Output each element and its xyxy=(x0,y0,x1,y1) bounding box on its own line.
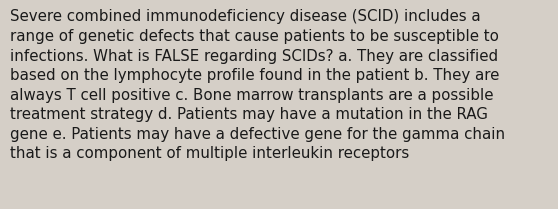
Text: Severe combined immunodeficiency disease (SCID) includes a
range of genetic defe: Severe combined immunodeficiency disease… xyxy=(10,9,505,161)
